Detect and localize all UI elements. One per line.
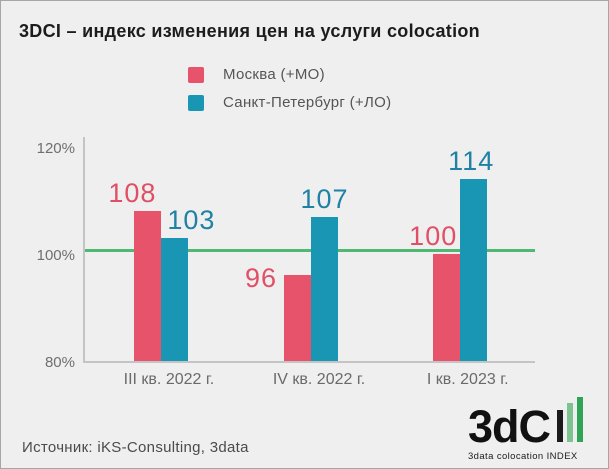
bar-moscow-2	[432, 254, 460, 361]
legend-swatch-icon	[188, 66, 204, 83]
bar-spb-0	[160, 237, 188, 361]
logo-row: 3dC	[468, 397, 594, 450]
category-label: I кв. 2023 г.	[426, 371, 509, 388]
logo-wordmark: 3dC	[468, 401, 551, 452]
bar-spb-2	[459, 179, 487, 361]
legend-label: Москва (+МО)	[223, 66, 325, 83]
logo-bars-icon	[553, 397, 584, 450]
legend-swatch-icon	[188, 94, 204, 111]
bar-value-label: 108	[108, 178, 157, 209]
logo-bar-icon	[557, 410, 564, 442]
y-tick-label: 120%	[36, 140, 75, 157]
legend-item: Санкт-Петербург (+ЛО)	[188, 94, 391, 111]
legend-item: Москва (+МО)	[188, 66, 391, 83]
chart-title: 3DCI – индекс изменения цен на услуги co…	[19, 21, 480, 41]
bar-value-label: 96	[244, 263, 277, 294]
reference-line	[85, 249, 535, 253]
logo-3dci: 3dC 3data colocation INDEX	[468, 397, 594, 462]
bar-value-label: 107	[300, 183, 349, 214]
logo-bar-icon	[577, 397, 584, 442]
legend-label: Санкт-Петербург (+ЛО)	[223, 94, 392, 111]
bar-spb-1	[311, 216, 338, 361]
bar-moscow-0	[133, 211, 161, 361]
plot-area: 120% 100% 80% 108 96 100 103 107 114 III кв. 2022…	[37, 137, 535, 388]
category-label: IV кв. 2022 г.	[272, 371, 366, 388]
logo-bar-icon	[567, 403, 574, 442]
category-label: III кв. 2022 г.	[123, 371, 215, 388]
y-tick-label: 80%	[44, 354, 75, 371]
bar-value-label: 100	[409, 221, 458, 251]
bar-moscow-1	[284, 275, 311, 361]
bar-value-label: 114	[448, 146, 495, 177]
bar-value-label: 103	[167, 204, 216, 235]
y-tick-label: 100%	[36, 247, 75, 264]
logo-tagline: 3data colocation INDEX	[468, 451, 578, 462]
source-text: Источник: iKS-Consulting, 3data	[22, 439, 249, 456]
legend: Москва (+МО) Санкт-Петербург (+ЛО)	[188, 66, 391, 122]
